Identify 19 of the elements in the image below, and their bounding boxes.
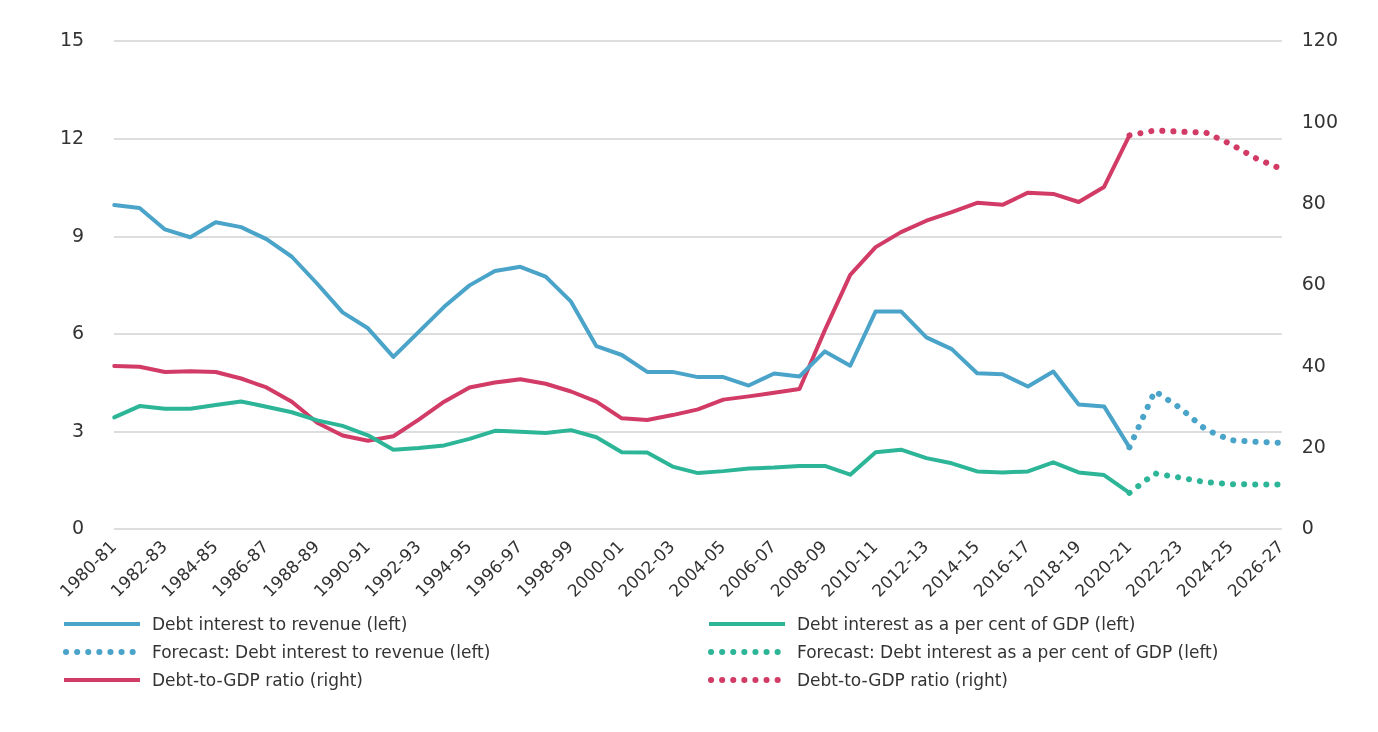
y-tick-label: 0 [72,516,85,539]
y2-tick-label: 80 [1301,190,1326,213]
legend-label: Debt interest to revenue (left) [152,614,408,634]
y2-tick-label: 60 [1301,272,1326,295]
y-tick-label: 6 [72,321,85,344]
y-tick-label: 3 [72,418,85,441]
legend-label: Debt interest as a per cent of GDP (left) [797,614,1136,634]
y2-tick-label: 20 [1301,434,1326,457]
y2-tick-label: 120 [1301,28,1338,51]
legend-label: Forecast: Debt interest to revenue (left) [152,642,491,662]
y2-tick-label: 0 [1301,516,1314,539]
legend-label: Forecast: Debt interest as a per cent of GDP (left) [797,642,1219,662]
legend-label: Debt-to-GDP ratio (right) [797,670,1009,690]
y-tick-label: 15 [59,28,85,51]
y-tick-label: 9 [72,223,85,246]
y2-tick-label: 100 [1301,109,1338,132]
y2-tick-label: 40 [1301,353,1326,376]
legend-label: Debt-to-GDP ratio (right) [152,670,364,690]
y-tick-label: 12 [59,125,85,148]
